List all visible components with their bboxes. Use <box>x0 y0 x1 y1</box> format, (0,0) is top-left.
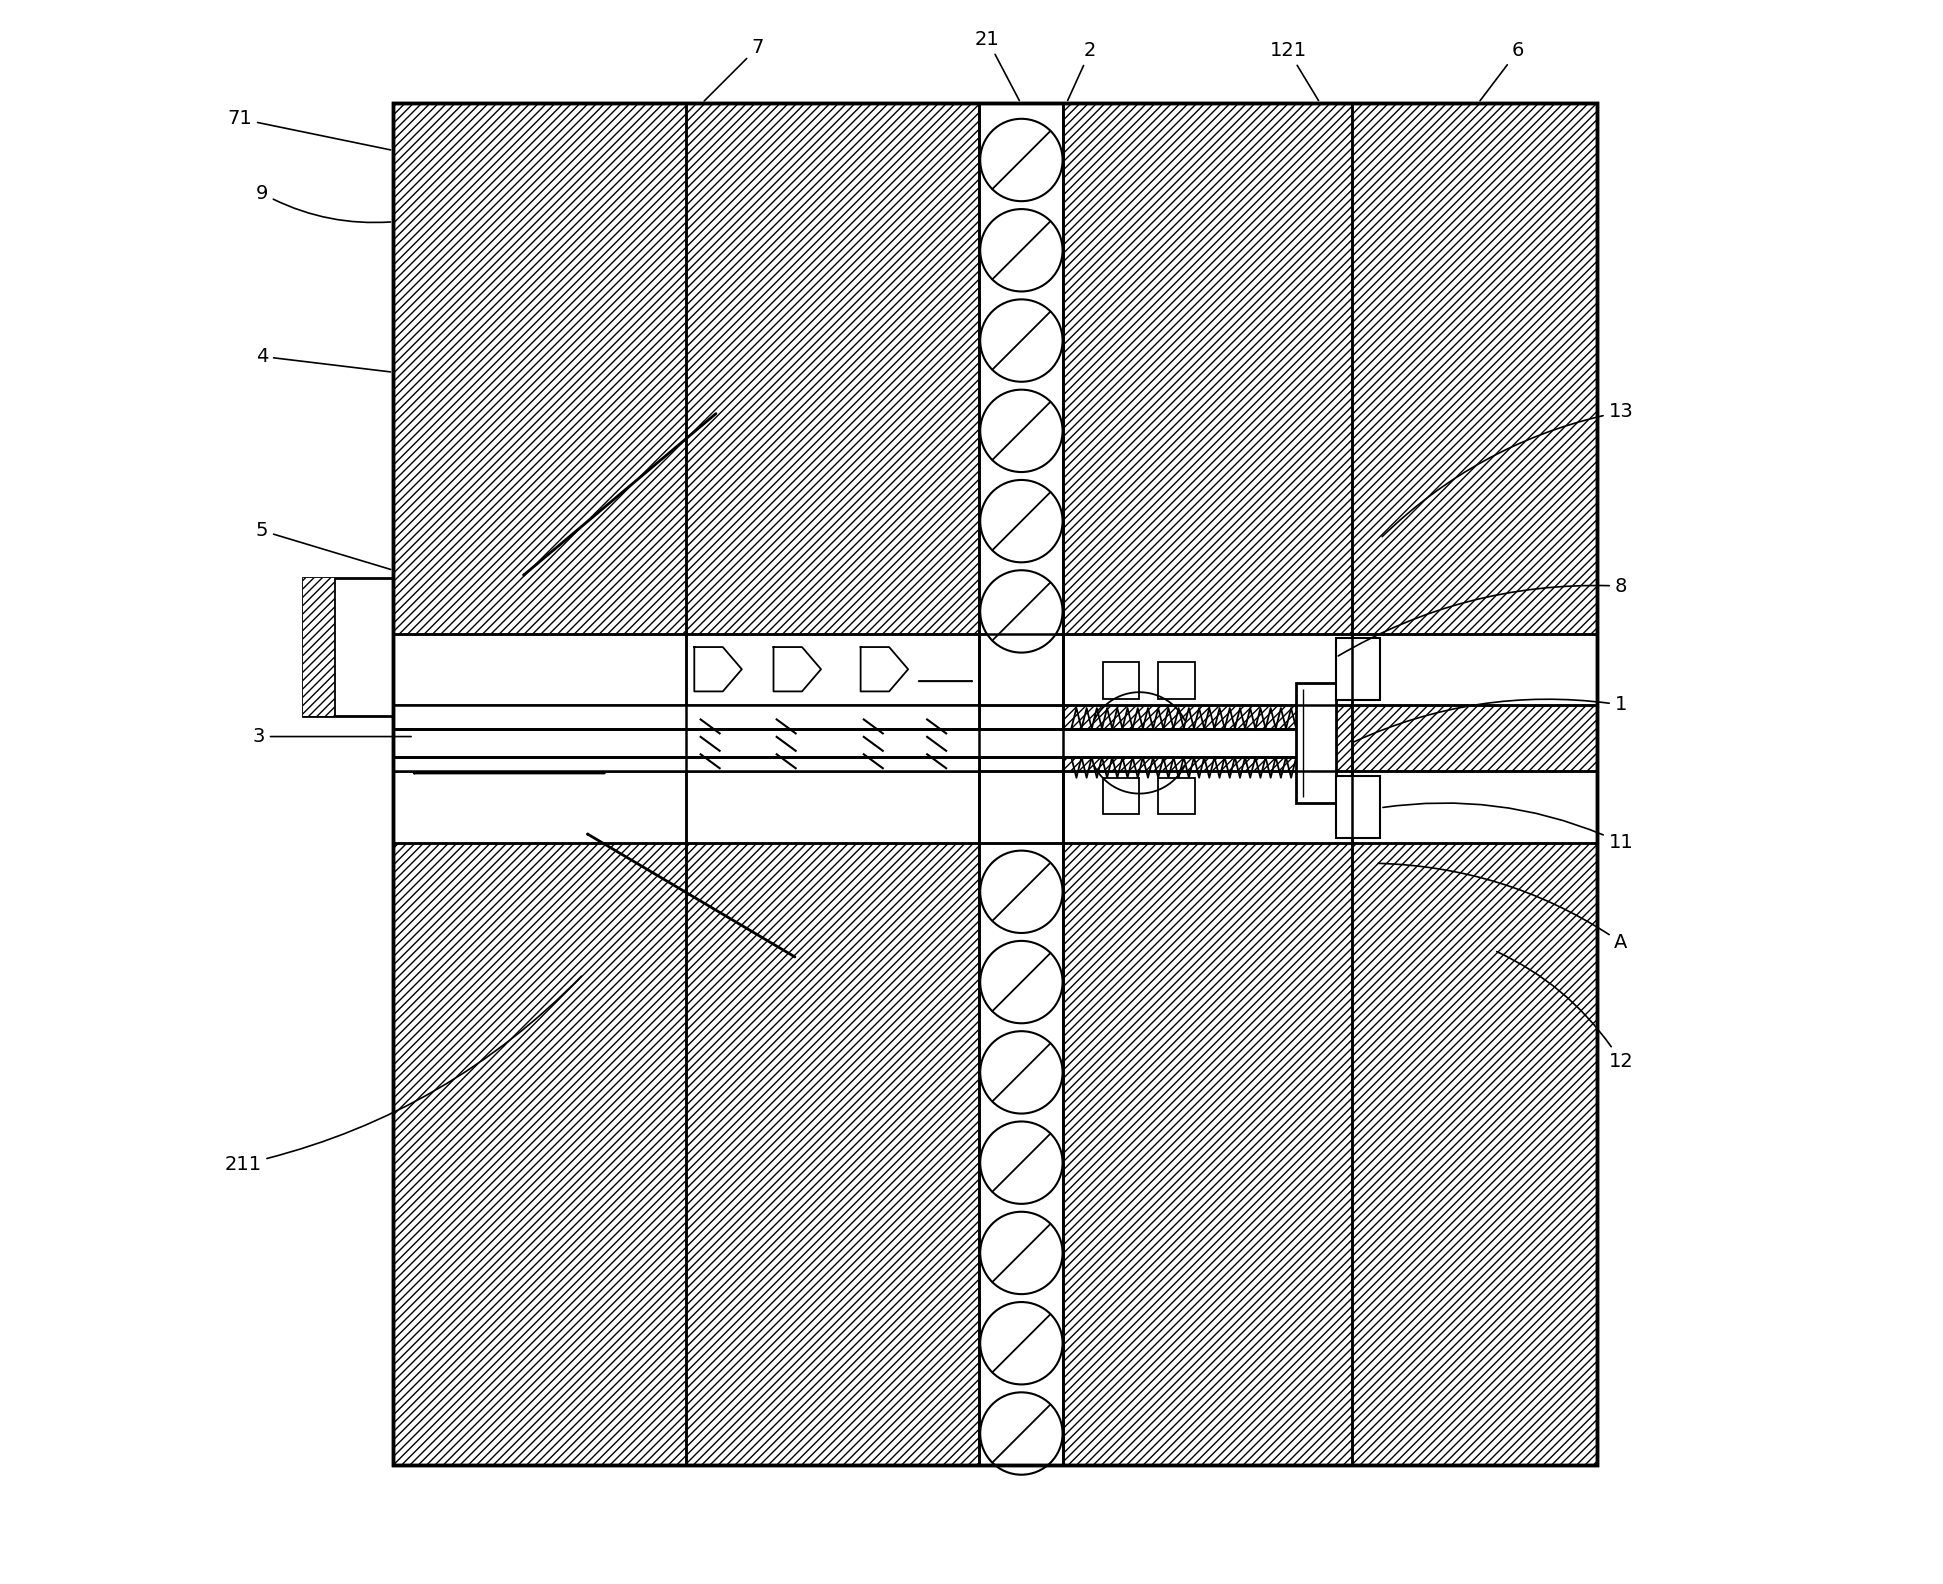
Circle shape <box>979 209 1063 291</box>
Bar <box>979 103 1063 1465</box>
Polygon shape <box>694 646 742 692</box>
Text: 11: 11 <box>1383 803 1634 852</box>
Circle shape <box>979 1212 1063 1294</box>
Bar <box>392 705 979 771</box>
Circle shape <box>979 851 1063 933</box>
Bar <box>392 843 686 1465</box>
Bar <box>1063 705 1352 771</box>
Text: 7: 7 <box>703 38 764 101</box>
Circle shape <box>979 299 1063 382</box>
Text: 9: 9 <box>256 184 391 222</box>
Bar <box>1296 683 1337 803</box>
Bar <box>1063 103 1597 634</box>
Text: 4: 4 <box>256 347 391 372</box>
Bar <box>1104 778 1139 814</box>
Bar <box>303 578 334 716</box>
Text: 6: 6 <box>1481 41 1523 101</box>
Circle shape <box>979 119 1063 201</box>
Text: A: A <box>1378 863 1628 952</box>
Text: 12: 12 <box>1496 952 1634 1071</box>
Circle shape <box>979 570 1063 653</box>
Bar <box>392 103 1597 1465</box>
Circle shape <box>979 390 1063 472</box>
Text: 21: 21 <box>975 30 1020 100</box>
Circle shape <box>979 1302 1063 1384</box>
Circle shape <box>979 1392 1063 1475</box>
Polygon shape <box>861 646 907 692</box>
Text: 211: 211 <box>223 976 581 1174</box>
Text: 1: 1 <box>1354 695 1626 741</box>
Bar <box>303 578 392 716</box>
Bar <box>392 705 686 771</box>
Text: 3: 3 <box>253 727 412 746</box>
Circle shape <box>979 941 1063 1023</box>
Bar <box>392 103 686 634</box>
Bar <box>1352 705 1597 771</box>
Bar <box>1063 843 1597 1465</box>
Polygon shape <box>773 646 822 692</box>
Bar <box>1158 778 1195 814</box>
Bar <box>1337 776 1380 838</box>
Text: 121: 121 <box>1269 41 1319 100</box>
Bar <box>686 103 979 634</box>
Bar <box>1158 662 1195 699</box>
Bar <box>392 103 1597 1465</box>
Text: 5: 5 <box>256 521 391 569</box>
Text: 13: 13 <box>1381 402 1634 537</box>
Bar <box>392 103 1597 1465</box>
Bar <box>686 843 979 1465</box>
Bar <box>392 729 1296 757</box>
Circle shape <box>979 480 1063 562</box>
Bar <box>1104 662 1139 699</box>
Bar <box>686 705 979 771</box>
Circle shape <box>979 1031 1063 1114</box>
Circle shape <box>979 1121 1063 1204</box>
Text: 2: 2 <box>1069 41 1096 100</box>
Text: 71: 71 <box>227 109 391 150</box>
Bar <box>1337 638 1380 700</box>
Text: 8: 8 <box>1339 577 1626 656</box>
